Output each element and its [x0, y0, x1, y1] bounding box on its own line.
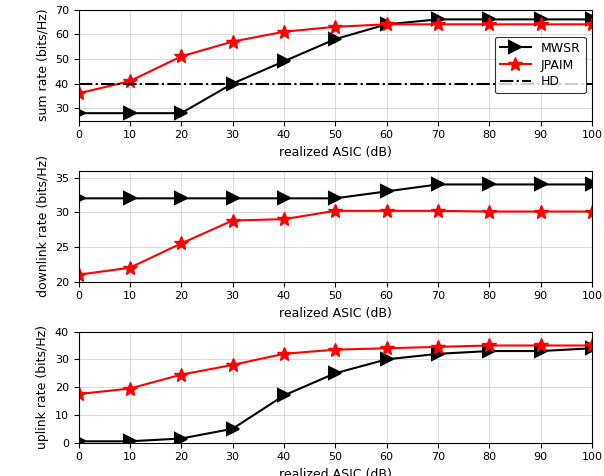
MWSR	[229, 81, 236, 87]
MWSR	[486, 17, 493, 22]
X-axis label: realized ASIC (dB): realized ASIC (dB)	[279, 146, 391, 159]
Y-axis label: downlink rate (bits/Hz): downlink rate (bits/Hz)	[36, 155, 49, 297]
JPAIM	[178, 54, 185, 60]
Legend: MWSR, JPAIM, HD: MWSR, JPAIM, HD	[495, 37, 586, 93]
JPAIM	[588, 21, 596, 27]
MWSR	[434, 17, 442, 22]
MWSR	[280, 59, 288, 64]
MWSR	[537, 17, 544, 22]
MWSR	[383, 21, 390, 27]
MWSR	[178, 110, 185, 116]
MWSR	[75, 110, 82, 116]
HD	[80, 81, 87, 87]
HD	[75, 81, 82, 87]
Y-axis label: sum rate (bits/Hz): sum rate (bits/Hz)	[36, 9, 49, 121]
JPAIM	[537, 21, 544, 27]
Y-axis label: uplink rate (bits/Hz): uplink rate (bits/Hz)	[36, 325, 49, 449]
JPAIM	[434, 21, 442, 27]
Line: JPAIM: JPAIM	[72, 18, 599, 100]
MWSR	[332, 36, 339, 42]
JPAIM	[280, 29, 288, 35]
JPAIM	[486, 21, 493, 27]
MWSR	[588, 17, 596, 22]
JPAIM	[126, 78, 133, 84]
X-axis label: realized ASIC (dB): realized ASIC (dB)	[279, 307, 391, 320]
JPAIM	[229, 39, 236, 44]
JPAIM	[332, 24, 339, 30]
X-axis label: realized ASIC (dB): realized ASIC (dB)	[279, 468, 391, 476]
JPAIM	[383, 21, 390, 27]
Line: MWSR: MWSR	[72, 13, 598, 119]
MWSR	[126, 110, 133, 116]
JPAIM	[75, 90, 82, 96]
